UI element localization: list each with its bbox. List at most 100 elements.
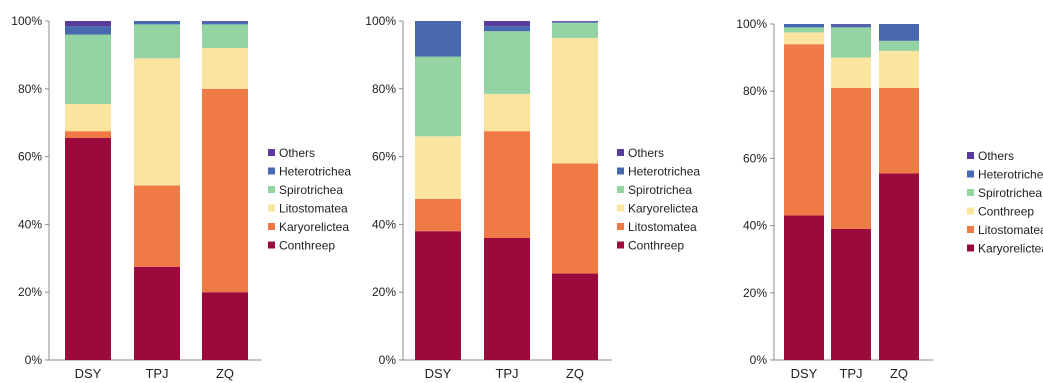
- x-tick-label: TPJ: [839, 366, 862, 381]
- legend-swatch: [268, 223, 275, 230]
- legend-swatch: [268, 186, 275, 193]
- x-tick-label: DSY: [425, 366, 452, 381]
- legend-swatch: [967, 189, 974, 196]
- legend-label: Karyorelictea: [978, 242, 1043, 256]
- y-tick-label: 80%: [372, 82, 396, 96]
- legend-swatch: [268, 149, 275, 156]
- y-tick-label: 80%: [18, 82, 42, 96]
- bar-segment-tpj-litostomatea: [134, 58, 180, 186]
- chart-3: 0% 20% 40% 60% 80% 100% DSY TPJ ZQ Others Heterotr…: [736, 17, 1043, 381]
- legend-swatch: [967, 207, 974, 215]
- bar-segment-zq-karyorelictea: [552, 37, 598, 164]
- bar-segment-dsy-conthreep: [415, 231, 461, 360]
- y-tick-label: 100%: [11, 14, 42, 28]
- legend-swatch: [967, 244, 974, 252]
- legend-label: Heterotrichea: [628, 165, 700, 179]
- bar-segment-dsy-litostomatea: [65, 104, 111, 132]
- bar-segment-tpj-conthreep: [134, 266, 180, 360]
- legend-label: Litostomatea: [628, 220, 697, 234]
- y-tick-label: 60%: [372, 150, 396, 164]
- legend-label: Others: [978, 149, 1014, 163]
- legend-label: Conthreep: [628, 239, 684, 253]
- bar-segment-zq-conthreep: [879, 50, 919, 88]
- bar-segment-zq-litostomatea: [202, 48, 248, 89]
- bar-segment-zq-others: [552, 21, 598, 22]
- y-tick-label: 60%: [18, 150, 42, 164]
- bar-segment-dsy-karyorelictea: [784, 215, 824, 360]
- y-tick-label: 0%: [25, 353, 43, 367]
- bar-segment-zq-litostomatea: [879, 87, 919, 174]
- bar-segment-zq-conthreep: [552, 273, 598, 360]
- bar-segment-zq-spirotrichea: [879, 40, 919, 51]
- bar-segment-tpj-spirotrichea: [831, 27, 871, 58]
- y-tick-label: 80%: [743, 84, 767, 98]
- bar-segment-dsy-heterotrichea: [65, 26, 111, 35]
- bar-segment-tpj-karyorelictea: [134, 185, 180, 267]
- bar-segment-dsy-conthreep: [784, 32, 824, 45]
- x-tick-label: DSY: [75, 366, 102, 381]
- bar-segment-tpj-heterotrichea: [831, 24, 871, 28]
- legend-label: Spirotrichea: [978, 186, 1042, 200]
- x-tick-label: TPJ: [145, 366, 168, 381]
- bar-segment-zq-litostomatea: [552, 163, 598, 274]
- legend-swatch: [617, 241, 624, 249]
- legend-swatch: [617, 149, 624, 156]
- bar-segment-zq-heterotrichea: [552, 21, 598, 23]
- bar-segment-tpj-heterotrichea: [484, 26, 530, 32]
- legend-swatch: [967, 170, 974, 178]
- legend-label: Heterotrichea: [279, 165, 351, 179]
- chart-2: 0% 20% 40% 60% 80% 100% DSY TPJ ZQ Others Heterotr…: [365, 14, 700, 381]
- legend-swatch: [617, 167, 624, 175]
- bar-segment-dsy-litostomatea: [784, 44, 824, 216]
- y-tick-label: 60%: [743, 151, 767, 165]
- bar-segment-dsy-others: [65, 21, 111, 27]
- bar-segment-tpj-heterotrichea: [134, 21, 180, 25]
- legend-label: Conthreep: [279, 239, 335, 253]
- legend-label: Spirotrichea: [628, 183, 692, 197]
- y-tick-label: 20%: [743, 286, 767, 300]
- legend-label: Others: [279, 146, 315, 160]
- x-tick-label: ZQ: [566, 366, 584, 381]
- bar-segment-tpj-karyorelictea: [484, 93, 530, 132]
- bar-segment-tpj-conthreep: [831, 57, 871, 88]
- y-tick-label: 40%: [18, 217, 42, 231]
- bar-segment-dsy-spirotrichea: [784, 27, 824, 33]
- legend-swatch: [967, 226, 974, 233]
- bar-segment-tpj-spirotrichea: [134, 24, 180, 59]
- legend-label: Others: [628, 146, 664, 160]
- x-tick-label: DSY: [791, 366, 818, 381]
- legend-label: Litostomatea: [279, 202, 348, 216]
- legend-label: Conthreep: [978, 205, 1034, 219]
- bar-segment-zq-conthreep: [202, 292, 248, 360]
- legend-swatch: [617, 204, 624, 212]
- y-tick-label: 40%: [372, 217, 396, 231]
- legend-swatch: [268, 204, 275, 212]
- chart-1: 0% 20% 40% 60% 80% 100% DSY TPJ ZQ Others Heterotr…: [11, 14, 351, 381]
- legend-label: Karyorelictea: [628, 202, 698, 216]
- bar-segment-zq-karyorelictea: [879, 173, 919, 360]
- x-tick-label: ZQ: [890, 366, 908, 381]
- bar-segment-zq-heterotrichea: [879, 24, 919, 41]
- bar-segment-tpj-karyorelictea: [831, 228, 871, 360]
- bar-segment-zq-karyorelictea: [202, 88, 248, 293]
- bar-segment-dsy-karyorelictea: [65, 131, 111, 138]
- bar-segment-tpj-litostomatea: [484, 131, 530, 238]
- bar-segment-dsy-spirotrichea: [415, 56, 461, 137]
- legend-swatch: [268, 241, 275, 249]
- y-tick-label: 100%: [365, 14, 396, 28]
- legend-label: Karyorelictea: [279, 220, 349, 234]
- y-tick-label: 0%: [750, 353, 768, 367]
- bar-segment-tpj-others: [484, 21, 530, 27]
- bar-segment-tpj-spirotrichea: [484, 31, 530, 94]
- bar-segment-dsy-conthreep: [65, 137, 111, 360]
- bar-segment-tpj-others: [831, 24, 871, 25]
- legend-swatch: [617, 186, 624, 193]
- x-tick-label: TPJ: [495, 366, 518, 381]
- y-tick-label: 20%: [18, 285, 42, 299]
- legend-swatch: [268, 167, 275, 175]
- bar-segment-dsy-heterotrichea: [415, 21, 461, 57]
- legend-label: Litostomatea: [978, 223, 1043, 237]
- x-tick-label: ZQ: [216, 366, 234, 381]
- y-tick-label: 20%: [372, 285, 396, 299]
